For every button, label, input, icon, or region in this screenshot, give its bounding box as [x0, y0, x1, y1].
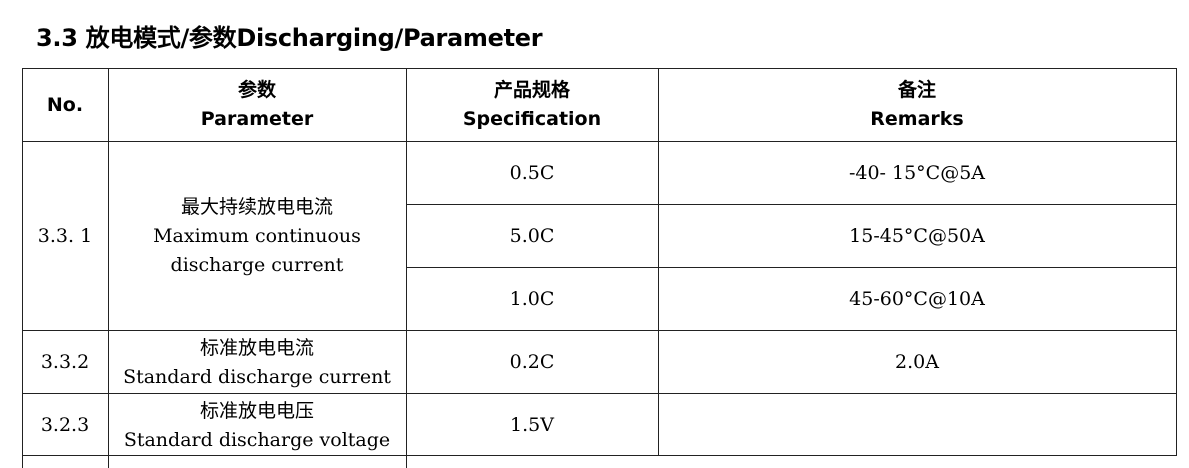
row-parameter: 标准放电电流 Standard discharge current [108, 331, 406, 394]
column-divider [22, 68, 23, 468]
spec-cell: 1.0C [509, 288, 555, 310]
column-divider [108, 68, 109, 468]
header-parameter-zh: 参数 [237, 79, 276, 101]
row-divider [406, 204, 1177, 205]
header-no-label: No. [46, 93, 84, 116]
header-divider [22, 141, 1177, 142]
header-parameter-en: Parameter [200, 108, 314, 130]
spec-cell: 0.2C [509, 351, 555, 373]
remark-cell: 2.0A [895, 351, 939, 373]
remark-cell [658, 394, 1176, 457]
remark-cell: 15-45°C@50A [849, 225, 985, 247]
spec-cell: 1.5V [510, 414, 554, 436]
row-no: 3.3.2 [40, 351, 90, 373]
row-divider [22, 455, 1177, 456]
remark-cell: -40- 15°C@5A [848, 162, 986, 184]
table-border-top [22, 68, 1177, 69]
parameter-zh: 标准放电电流 [199, 336, 314, 359]
row-divider [22, 330, 1177, 331]
header-spec-en: Specification [462, 108, 602, 130]
parameter-en: Standard discharge current [123, 365, 391, 388]
header-remarks-en: Remarks [870, 108, 964, 130]
row-divider [406, 267, 1177, 268]
row-no: 3.2.3 [40, 414, 90, 436]
header-spec-zh: 产品规格 [493, 79, 570, 101]
header-remarks-zh: 备注 [897, 79, 936, 101]
parameter-zh: 标准放电电压 [199, 399, 314, 422]
row-no: 3.3. 1 [37, 224, 93, 247]
spec-cell: 5.0C [509, 225, 555, 247]
row-divider [22, 393, 1177, 394]
column-divider [1176, 68, 1177, 456]
parameter-zh: 最大持续放电电流 [180, 195, 333, 218]
spec-cell: 0.5C [509, 162, 555, 184]
header-remarks: 备注 Remarks [658, 68, 1176, 142]
parameter-en: discharge current [170, 253, 344, 276]
row-parameter: 标准放电电压 Standard discharge voltage [108, 394, 406, 457]
header-specification: 产品规格 Specification [406, 68, 658, 142]
section-title: 3.3 放电模式/参数Discharging/Parameter [36, 24, 543, 52]
header-no: No. [22, 68, 108, 142]
header-parameter: 参数 Parameter [108, 68, 406, 142]
column-divider [406, 68, 407, 468]
column-divider [658, 68, 659, 456]
parameter-en: Standard discharge voltage [123, 428, 391, 451]
parameter-en: Maximum continuous [153, 224, 361, 247]
remark-cell: 45-60°C@10A [849, 288, 985, 310]
row-parameter: 最大持续放电电流 Maximum continuous discharge cu… [108, 142, 406, 330]
